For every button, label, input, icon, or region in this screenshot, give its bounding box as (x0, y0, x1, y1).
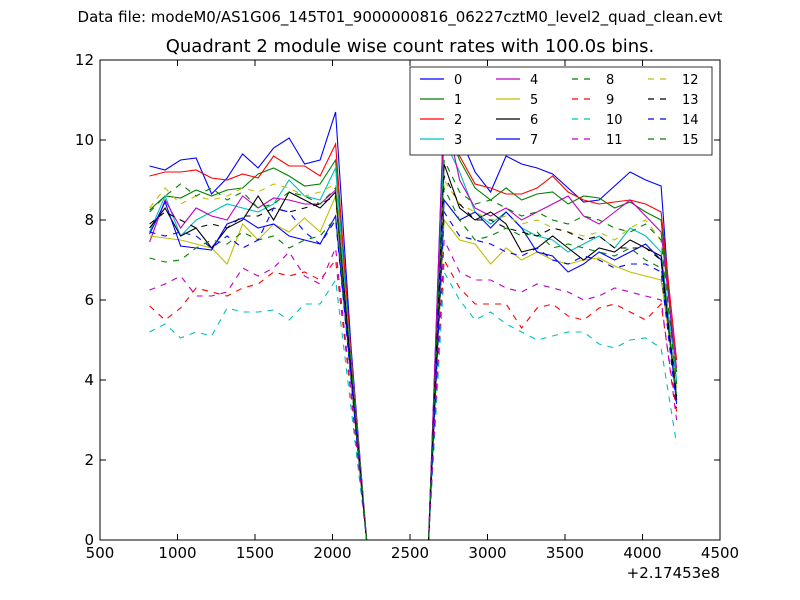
series-line-14 (149, 207, 678, 540)
legend-label-11: 11 (606, 133, 623, 148)
x-tick-label: 500 (86, 544, 115, 562)
legend-label-7: 7 (530, 133, 538, 148)
axis-tick-labels: 500 1000 1500 2000 2500 3000 3500 4000 4500 0 2 4 6 8… (75, 51, 739, 562)
x-tick-label: 2500 (391, 544, 429, 562)
series-line-10 (149, 270, 678, 540)
legend-label-6: 6 (530, 113, 538, 128)
y-tick-label: 8 (84, 211, 94, 229)
series-lines (149, 103, 678, 540)
x-tick-label: 4000 (623, 544, 661, 562)
y-tick-label: 6 (84, 291, 94, 309)
series-line-11 (149, 239, 678, 540)
x-tick-label: 1000 (158, 544, 196, 562)
series-line-15 (149, 159, 678, 540)
legend-label-9: 9 (606, 93, 614, 108)
legend-label-12: 12 (682, 73, 699, 88)
legend-box (409, 66, 713, 156)
axis-ticks (99, 59, 721, 541)
legend-label-3: 3 (454, 133, 462, 148)
legend-label-4: 4 (530, 73, 538, 88)
x-tick-label: 1500 (236, 544, 274, 562)
series-line-8 (149, 187, 678, 540)
series-line-9 (149, 258, 678, 540)
y-tick-label: 4 (84, 371, 94, 389)
x-tick-label: 3000 (468, 544, 506, 562)
y-tick-label: 12 (75, 51, 94, 69)
series-line-5 (149, 195, 678, 540)
legend-label-10: 10 (606, 113, 623, 128)
x-tick-label: 2000 (313, 544, 351, 562)
y-tick-label: 10 (75, 131, 94, 149)
series-line-12 (149, 178, 678, 540)
legend-label-1: 1 (454, 93, 462, 108)
series-line-6 (149, 163, 678, 540)
series-line-0 (149, 103, 678, 540)
legend-label-14: 14 (682, 113, 699, 128)
x-axis-offset-label: +2.17453e8 (627, 564, 720, 582)
series-line-2 (149, 126, 678, 540)
chart-title: Quadrant 2 module wise count rates with … (165, 36, 655, 57)
series-line-1 (149, 119, 678, 540)
y-tick-label: 0 (84, 531, 94, 549)
legend-label-2: 2 (454, 113, 462, 128)
legend-label-0: 0 (454, 73, 462, 88)
legend-label-8: 8 (606, 73, 614, 88)
series-line-4 (149, 107, 678, 540)
y-tick-label: 2 (84, 451, 94, 469)
legend-label-15: 15 (682, 133, 699, 148)
x-tick-label: 4500 (701, 544, 739, 562)
series-line-13 (149, 174, 678, 540)
series-line-7 (149, 198, 678, 540)
legend-label-13: 13 (682, 93, 699, 108)
series-line-3 (149, 139, 678, 540)
legend-label-5: 5 (530, 93, 538, 108)
x-tick-label: 3500 (546, 544, 584, 562)
figure-suptitle: Data file: modeM0/AS1G06_145T01_90000008… (77, 8, 723, 26)
